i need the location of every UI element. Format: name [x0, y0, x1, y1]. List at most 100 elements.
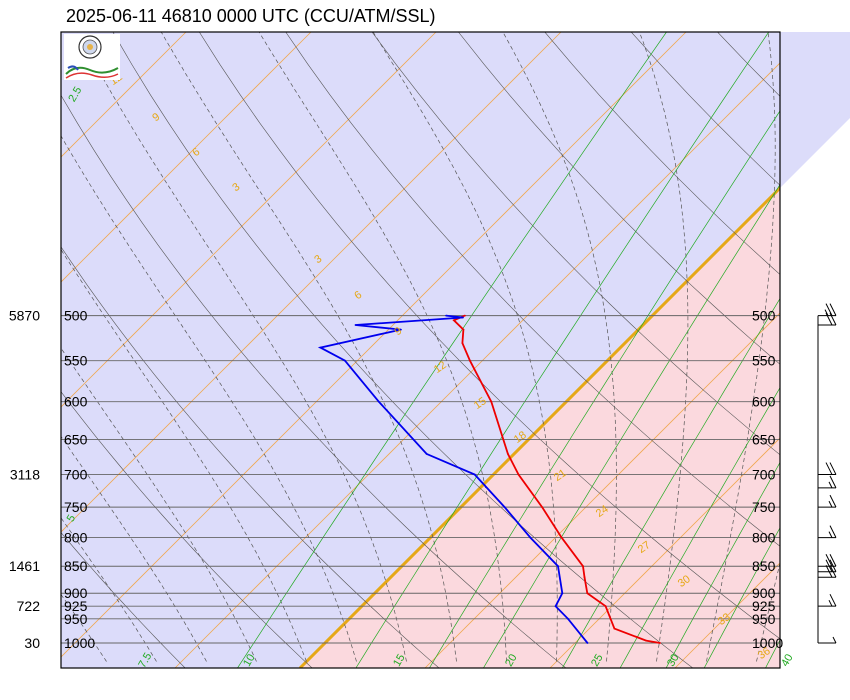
chart-title: 2025-06-11 46810 0000 UTC (CCU/ATM/SSL) [66, 6, 436, 26]
profile-point [490, 400, 493, 403]
isotherm-line [61, 32, 187, 158]
cin-region [61, 32, 850, 668]
dry-adiabat [458, 32, 780, 365]
wind-barb [818, 494, 837, 508]
profile-point [561, 592, 564, 595]
height-tick: 30 [24, 635, 40, 651]
plot-frame [60, 31, 781, 669]
dry-adiabat-label: 15 [472, 395, 489, 412]
pressure-tick-right: 750 [752, 499, 776, 515]
pressure-tick-left: 850 [64, 558, 88, 574]
profile-point [645, 639, 647, 642]
profile-point [507, 453, 509, 455]
wind-barb [818, 593, 837, 607]
dry-adiabat-label: 36 [756, 645, 773, 662]
profile-point [613, 627, 616, 630]
profile-point [425, 453, 428, 455]
wind-barb [818, 312, 837, 326]
mixing-ratio-label: 30 [665, 652, 682, 669]
isotherm-line [61, 32, 312, 283]
pressure-tick-right: 850 [752, 558, 776, 574]
pressure-tick-left: 500 [64, 308, 88, 324]
dry-adiabat [544, 32, 780, 275]
pressure-tick-right: 900 [752, 585, 776, 601]
profile-point [464, 314, 466, 317]
pressure-tick-right: 925 [752, 598, 776, 614]
dry-adiabat [371, 32, 780, 456]
dry-adiabat-label: 33 [716, 611, 733, 628]
moist-adiabat [258, 32, 507, 662]
isotherm-line [61, 32, 687, 658]
dry-adiabat-label: 9 [392, 325, 404, 338]
moist-adiabat [61, 248, 307, 662]
dry-adiabat-label: 6 [352, 289, 364, 302]
wind-barb [818, 525, 837, 539]
pressure-tick-left: 1000 [64, 635, 95, 651]
pressure-tick-left: 700 [64, 467, 88, 483]
profile-point [529, 536, 532, 539]
pressure-tick-left: 950 [64, 611, 88, 627]
moist-adiabat [160, 32, 457, 662]
mixing-ratio-label: 20 [503, 652, 520, 669]
wind-barb [818, 554, 837, 567]
profile-point [583, 576, 586, 579]
profile-point [557, 565, 559, 568]
pressure-tick-left: 750 [64, 499, 88, 515]
isotherm-line [61, 32, 437, 408]
dry-adiabat-label: 21 [552, 467, 569, 484]
profile-point [445, 314, 447, 317]
pressure-tick-left: 650 [64, 432, 88, 448]
lab-logo [64, 34, 120, 80]
profile-point [344, 359, 346, 362]
moist-adiabat [61, 517, 157, 662]
isotherm-line [549, 437, 780, 668]
height-tick: 722 [17, 598, 41, 614]
wind-barb [818, 565, 837, 578]
dry-adiabat-label: 30 [676, 573, 693, 590]
moist-adiabat [372, 32, 558, 662]
dry-adiabat [285, 32, 780, 547]
mixing-ratio-label: 25 [589, 652, 606, 669]
dry-adiabat-label: 27 [636, 539, 653, 556]
height-tick: 5870 [9, 308, 40, 324]
dry-adiabat-label: 3 [312, 253, 324, 266]
pressure-tick-left: 925 [64, 598, 88, 614]
profile-point [462, 328, 465, 331]
profile-point [586, 592, 589, 595]
dry-adiabat-label: 9 [150, 111, 162, 124]
moist-adiabat [61, 347, 257, 662]
height-tick: 1461 [9, 558, 40, 574]
mixing-ratio-label: 15 [391, 652, 408, 669]
pressure-tick-left: 900 [64, 585, 88, 601]
dry-adiabat-label: 18 [512, 429, 529, 446]
plot-area [61, 32, 850, 668]
moist-adiabat [639, 32, 689, 662]
profile-point [354, 324, 357, 326]
dry-adiabat-label: 3 [230, 181, 242, 194]
dry-adiabat-label: 12 [432, 359, 449, 376]
moist-adiabat [502, 32, 617, 662]
freezing-isotherm [298, 185, 780, 668]
profile-point [541, 506, 543, 508]
moist-adiabat [61, 135, 357, 662]
moist-adiabat [756, 561, 780, 662]
profile-point [503, 506, 506, 508]
profile-point [400, 328, 402, 331]
mixing-ratio-label: 40 [779, 652, 796, 669]
profile-point [473, 473, 476, 476]
pressure-tick-left: 550 [64, 353, 88, 369]
wind-barb [818, 636, 837, 644]
pressure-tick-left: 600 [64, 394, 88, 410]
height-tick: 3118 [10, 467, 40, 483]
profile-point [517, 473, 520, 476]
pressure-tick-right: 550 [752, 353, 776, 369]
mixing-ratio-label: 5 [65, 513, 78, 524]
pressure-tick-right: 950 [752, 611, 776, 627]
wind-barb [818, 475, 837, 489]
profile-point [453, 319, 455, 322]
isotherm-line [174, 62, 780, 668]
profile-point [586, 642, 589, 644]
profile-point [377, 400, 380, 403]
pressure-tick-right: 700 [752, 467, 776, 483]
profile-point [567, 617, 569, 620]
